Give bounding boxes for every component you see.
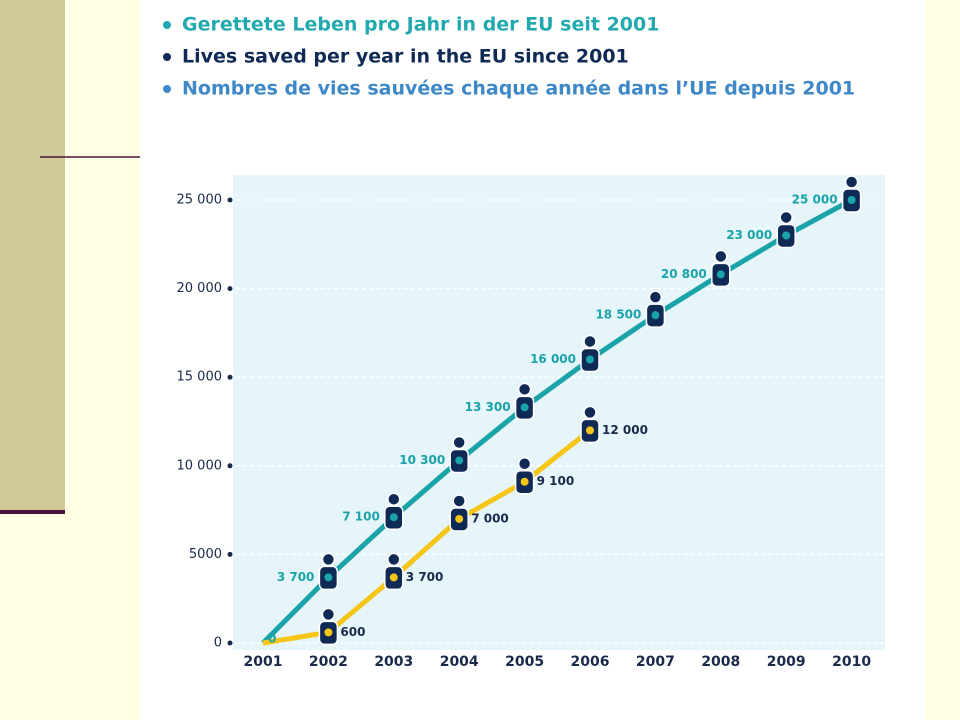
person-head bbox=[321, 552, 336, 567]
person-marker bbox=[711, 249, 731, 288]
chart-title: Gerettete Leben pro Jahr in der EU seit … bbox=[182, 14, 659, 36]
person-head bbox=[583, 334, 597, 349]
plot-area bbox=[233, 175, 885, 650]
person-head bbox=[517, 456, 532, 471]
person-marker bbox=[841, 175, 862, 213]
y-tick bbox=[227, 374, 233, 380]
x-tick-label: 2009 bbox=[767, 654, 806, 670]
y-tick bbox=[227, 197, 233, 203]
value-label: 18 500 bbox=[595, 308, 641, 322]
person-head bbox=[321, 607, 336, 622]
y-tick-label: 5000 bbox=[189, 547, 222, 562]
person-marker bbox=[580, 334, 600, 373]
value-label: 0 bbox=[268, 632, 276, 646]
value-label: 600 bbox=[340, 625, 365, 639]
person-badge bbox=[389, 573, 398, 582]
x-tick-label: 2006 bbox=[571, 654, 610, 670]
value-label: 3 700 bbox=[406, 570, 444, 584]
value-label: 16 000 bbox=[530, 352, 576, 366]
y-tick bbox=[227, 286, 233, 292]
y-tick-label: 0 bbox=[214, 636, 222, 651]
title-bullet bbox=[163, 21, 171, 29]
person-badge bbox=[651, 311, 660, 320]
y-tick bbox=[227, 551, 233, 557]
person-marker bbox=[449, 494, 469, 532]
person-head bbox=[648, 290, 663, 304]
x-tick-label: 2005 bbox=[505, 654, 544, 670]
series-line bbox=[262, 428, 592, 646]
y-tick-label: 15 000 bbox=[177, 370, 223, 385]
person-marker bbox=[514, 456, 535, 495]
person-head bbox=[387, 552, 401, 567]
title-bullet bbox=[163, 53, 171, 61]
sidebar bbox=[0, 0, 65, 510]
person-marker bbox=[384, 492, 404, 530]
value-label: 7 000 bbox=[471, 511, 509, 525]
person-head bbox=[517, 382, 532, 397]
person-badge bbox=[586, 426, 594, 435]
person-marker bbox=[776, 210, 796, 249]
value-label: 12 000 bbox=[602, 423, 648, 437]
x-tick-label: 2002 bbox=[309, 654, 348, 670]
y-tick bbox=[227, 640, 233, 646]
person-badge bbox=[520, 403, 529, 412]
value-label: 13 300 bbox=[465, 400, 511, 414]
person-badge bbox=[455, 514, 464, 523]
chart: Gerettete Leben pro Jahr in der EU seit … bbox=[163, 14, 885, 670]
x-tick-label: 2008 bbox=[701, 654, 740, 670]
y-tick bbox=[227, 463, 233, 469]
chart-title: Lives saved per year in the EU since 200… bbox=[182, 46, 629, 68]
value-label: 9 100 bbox=[537, 474, 575, 488]
person-badge bbox=[716, 270, 725, 279]
x-tick-label: 2003 bbox=[374, 654, 413, 670]
sidebar-rule bbox=[0, 510, 65, 514]
person-badge bbox=[455, 456, 464, 465]
person-marker bbox=[449, 435, 469, 474]
person-badge bbox=[782, 231, 791, 240]
person-head bbox=[452, 494, 466, 508]
person-marker bbox=[384, 552, 404, 591]
series-line bbox=[261, 197, 853, 645]
x-tick-label: 2004 bbox=[440, 654, 479, 670]
person-marker bbox=[514, 382, 535, 421]
person-badge bbox=[847, 196, 856, 204]
value-label: 7 100 bbox=[342, 510, 380, 524]
person-marker bbox=[645, 290, 666, 328]
person-marker bbox=[580, 405, 600, 444]
person-badge bbox=[389, 513, 398, 522]
person-head bbox=[714, 249, 728, 264]
value-label: 25 000 bbox=[792, 193, 838, 207]
y-tick-label: 10 000 bbox=[177, 458, 223, 473]
person-badge bbox=[586, 355, 594, 364]
value-label: 20 800 bbox=[661, 267, 707, 281]
value-label: 10 300 bbox=[399, 453, 445, 467]
person-head bbox=[452, 435, 466, 450]
x-tick-label: 2010 bbox=[832, 654, 871, 670]
title-bullet bbox=[163, 85, 171, 93]
chart-title: Nombres de vies sauvées chaque année dan… bbox=[182, 78, 855, 100]
x-tick-label: 2007 bbox=[636, 654, 675, 670]
y-tick-label: 25 000 bbox=[177, 193, 223, 208]
person-head bbox=[387, 492, 401, 506]
person-head bbox=[583, 405, 597, 420]
y-tick-label: 20 000 bbox=[177, 281, 223, 296]
person-head bbox=[844, 175, 859, 189]
person-head bbox=[779, 210, 793, 225]
value-label: 3 700 bbox=[277, 570, 315, 584]
person-badge bbox=[324, 573, 333, 582]
x-tick-label: 2001 bbox=[244, 654, 283, 670]
person-badge bbox=[520, 477, 529, 486]
value-label: 23 000 bbox=[726, 228, 772, 242]
person-marker bbox=[318, 607, 339, 646]
person-marker bbox=[318, 552, 339, 591]
person-badge bbox=[324, 628, 333, 637]
